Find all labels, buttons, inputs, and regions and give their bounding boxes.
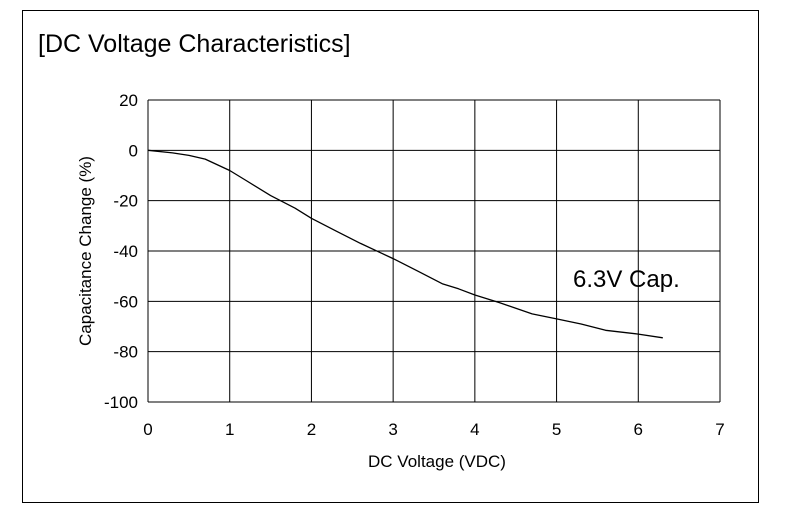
x-tick-label: 2 — [307, 420, 316, 439]
x-tick-label: 5 — [552, 420, 561, 439]
x-tick-label: 7 — [715, 420, 724, 439]
y-axis-label: Capacitance Change (%) — [76, 156, 95, 346]
y-tick-label: -40 — [113, 242, 138, 261]
x-tick-label: 6 — [634, 420, 643, 439]
chart-title: [DC Voltage Characteristics] — [38, 30, 351, 58]
y-tick-label: -60 — [113, 292, 138, 311]
x-tick-label: 0 — [143, 420, 152, 439]
chart-frame — [22, 10, 759, 503]
grid — [147, 99, 721, 403]
y-tick-label: -100 — [104, 393, 138, 412]
y-tick-label: -80 — [113, 343, 138, 362]
x-tick-label: 3 — [388, 420, 397, 439]
curve-layer — [147, 149, 663, 339]
y-tick-label: 20 — [119, 91, 138, 110]
y-tick-label: 0 — [129, 141, 138, 160]
series-annotation: 6.3V Cap. — [573, 266, 680, 293]
series-line — [147, 149, 663, 339]
y-tick-label: -20 — [113, 192, 138, 211]
x-tick-label: 4 — [470, 420, 479, 439]
x-axis-label: DC Voltage (VDC) — [368, 452, 506, 471]
x-tick-label: 1 — [225, 420, 234, 439]
tick-labels: 0 1 2 3 4 5 6 7 20 0 -20 -40 -60 -80 -100 — [104, 91, 725, 439]
